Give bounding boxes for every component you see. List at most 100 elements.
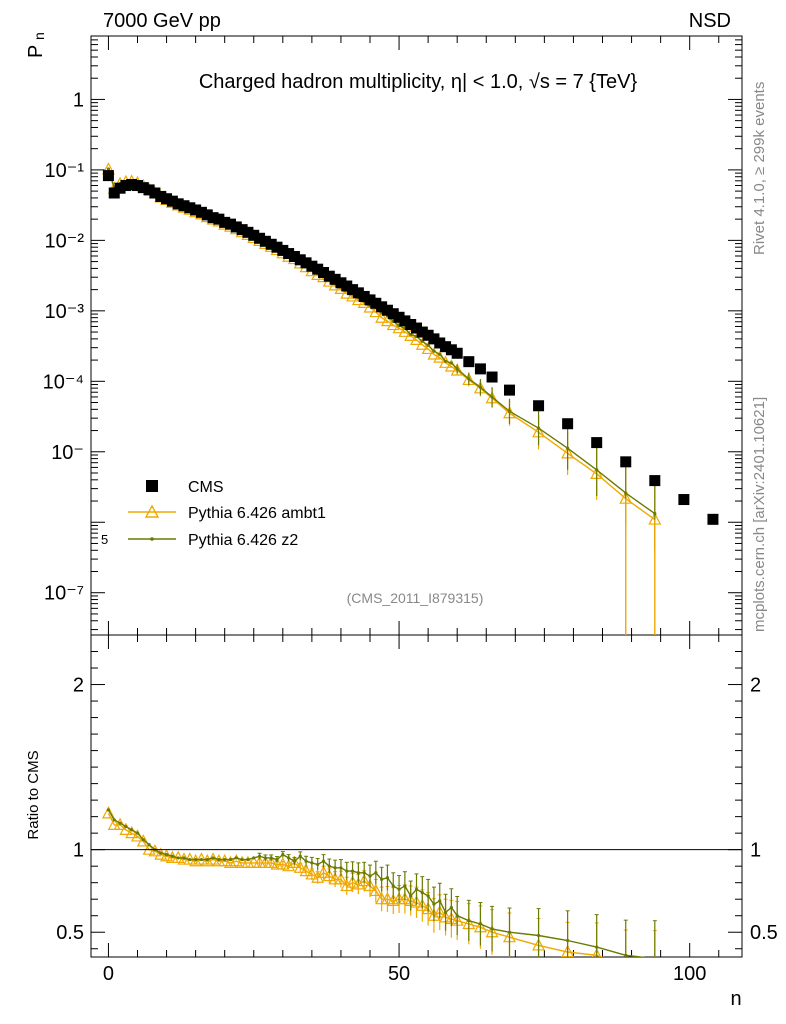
- z2-ratio-point: [507, 930, 512, 934]
- cms-point: [533, 400, 545, 412]
- z2-ratio-point: [281, 853, 285, 857]
- xtick-label: 100: [673, 963, 706, 985]
- ambt1-ratio-point: [410, 895, 423, 908]
- z2-ratio-point: [432, 902, 436, 906]
- ambt1-ratio-point: [218, 853, 232, 867]
- z2-ratio-point: [223, 857, 227, 862]
- ratio-series-group: [101, 806, 657, 957]
- cms-point: [312, 263, 324, 275]
- rivet-label: Rivet 4.1.0, ≥ 299k events: [751, 82, 768, 255]
- main-ytick-label: 10⁻: [51, 442, 84, 464]
- cms-point: [184, 202, 196, 214]
- z2-point: [106, 167, 111, 171]
- z2-ratio-point: [391, 884, 395, 888]
- z2-ratio-point: [449, 905, 453, 910]
- xtick-label: 0: [103, 963, 114, 985]
- ambt1-ratio-point: [142, 842, 156, 855]
- svg-text:n: n: [31, 32, 47, 40]
- ambt1-ratio-point: [357, 873, 371, 887]
- z2-ratio-point: [112, 818, 116, 822]
- ratio-ytick-label-right: 2: [750, 675, 761, 697]
- cms-point: [620, 456, 632, 468]
- ambt1-ratio-point: [194, 852, 208, 865]
- ratio-ytick-label-left: 1: [73, 840, 84, 862]
- z2-ratio-point: [397, 887, 401, 891]
- xtick-label: 50: [388, 963, 410, 985]
- ambt1-ratio-point: [299, 863, 313, 877]
- cms-point: [283, 248, 295, 260]
- ambt1-ratio-point: [415, 898, 429, 911]
- ratio-ytick-label-right: 1: [750, 840, 761, 862]
- cms-point: [288, 251, 300, 263]
- cms-point: [213, 213, 225, 225]
- ambt1-ratio-point: [282, 858, 296, 872]
- z2-ratio-point: [536, 933, 541, 938]
- cms-point: [707, 513, 719, 525]
- z2-ratio-point: [199, 857, 204, 862]
- z2-ratio-point: [188, 857, 192, 862]
- cms-point: [178, 200, 190, 212]
- z2-line: [107, 168, 656, 515]
- ambt1-ratio-point: [229, 853, 243, 867]
- svg-text:P: P: [25, 45, 47, 58]
- ambt1-ratio-point: [351, 877, 365, 890]
- z2-point: [443, 359, 448, 363]
- z2-ratio-point: [194, 857, 198, 862]
- legend-marker-z2: [150, 537, 154, 541]
- cms-point: [678, 494, 690, 506]
- cms-point: [376, 301, 388, 313]
- cms-point: [364, 294, 376, 306]
- z2-point: [409, 332, 413, 337]
- main-ytick-label: 10⁻⁷: [44, 583, 84, 605]
- z2-point: [449, 361, 453, 365]
- ambt1-ratio-point: [346, 875, 360, 888]
- z2-ratio-point: [234, 856, 238, 860]
- cms-point: [207, 212, 219, 224]
- cms-point: [190, 204, 202, 216]
- cms-point: [166, 195, 178, 207]
- z2-ratio-line: [107, 809, 647, 957]
- main-ytick-label: 10⁻²: [45, 230, 85, 252]
- z2-ratio-point: [478, 922, 483, 926]
- cms-point: [254, 232, 266, 244]
- legend: CMS Pythia 6.426 ambt1 Pythia 6.426 z2: [128, 479, 326, 549]
- ambt1-point: [427, 347, 441, 360]
- z2-ratio-point: [292, 859, 297, 863]
- main-ytick-label: 10⁻³: [45, 301, 85, 323]
- chart-title: Charged hadron multiplicity, η| < 1.0, √…: [199, 71, 638, 93]
- cms-point: [562, 418, 574, 430]
- z2-ratio-point: [455, 914, 459, 918]
- ambt1-ratio-point: [264, 855, 278, 868]
- cms-point: [416, 326, 428, 338]
- cms-point: [120, 180, 132, 192]
- z2-ratio-point: [409, 894, 413, 898]
- ambt1-ratio-point: [340, 878, 354, 892]
- z2-ratio-point: [217, 857, 221, 862]
- xlabel: n: [730, 988, 741, 1010]
- cms-point: [219, 216, 231, 228]
- z2-ratio-point: [269, 856, 273, 860]
- cms-point: [114, 182, 126, 194]
- cms-point: [474, 363, 486, 375]
- main-ylabel: P n: [25, 32, 47, 58]
- z2-ratio-point: [205, 857, 209, 862]
- z2-ratio-point: [414, 887, 419, 891]
- cms-point: [230, 221, 242, 233]
- cms-point: [137, 182, 149, 194]
- cms-point: [132, 180, 143, 192]
- z2-ratio-point: [287, 856, 291, 860]
- ambt1-ratio-point: [287, 855, 301, 868]
- z2-ratio-point: [339, 866, 343, 870]
- z2-ratio-point: [141, 838, 145, 842]
- main-ytick-label: 10⁻⁴: [43, 371, 84, 393]
- ambt1-ratio-point: [398, 891, 412, 905]
- ambt1-ratio-point: [317, 865, 330, 878]
- cms-point: [341, 280, 353, 292]
- ambt1-ratio-point: [276, 857, 290, 870]
- z2-ratio-point: [147, 843, 151, 847]
- z2-ratio-point: [350, 869, 355, 873]
- ambt1-ratio-point: [369, 883, 383, 897]
- stray-label: 5: [101, 532, 108, 547]
- z2-ratio-point: [135, 831, 140, 835]
